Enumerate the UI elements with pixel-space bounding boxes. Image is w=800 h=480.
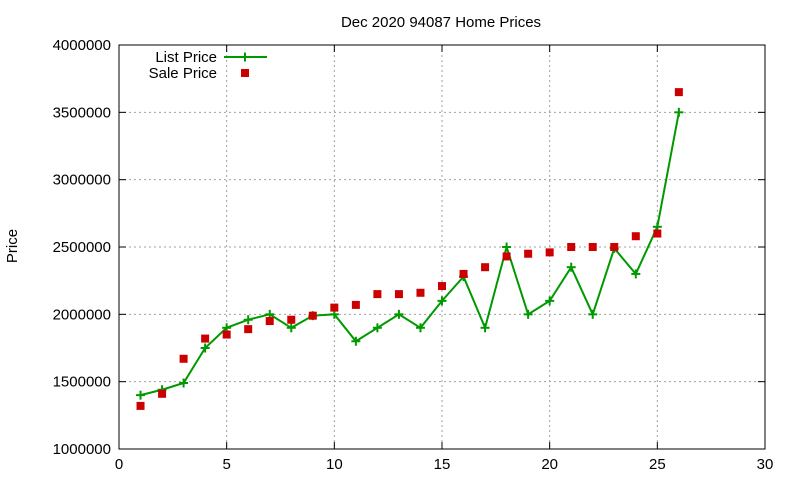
sale-price-point	[674, 88, 683, 97]
list-price-point	[674, 107, 684, 117]
sale-price-point	[588, 243, 597, 251]
x-tick-label: 30	[757, 456, 774, 473]
list-price-point	[545, 296, 555, 306]
y-tick-label: 1500000	[53, 374, 111, 391]
sale-price-point	[502, 252, 511, 261]
sale-price-point	[201, 334, 210, 343]
legend-label: List Price	[155, 49, 217, 66]
list-price-point	[243, 315, 253, 325]
x-tick-label: 15	[434, 456, 451, 473]
sale-price-point	[136, 401, 145, 410]
sale-price-point	[158, 389, 167, 398]
sale-price-point	[524, 249, 533, 258]
list-price-point	[179, 378, 189, 388]
list-price-point	[372, 323, 382, 333]
sale-price-point	[308, 311, 317, 320]
list-price-point	[480, 323, 490, 333]
list-price-point	[394, 309, 404, 319]
list-price-point	[136, 390, 146, 400]
sale-price-point	[653, 229, 662, 238]
sale-price-point	[373, 290, 382, 299]
list-price-point	[286, 323, 296, 333]
list-price-point	[631, 269, 641, 279]
sale-price-point	[567, 243, 576, 251]
plot-frame	[118, 44, 766, 450]
x-tick-label: 0	[115, 456, 123, 473]
y-tick-label: 2000000	[53, 306, 111, 323]
y-axis-label: Price	[4, 229, 21, 263]
series-layer	[136, 88, 684, 410]
sale-price-point	[394, 290, 403, 299]
list-price-point	[588, 309, 598, 319]
x-tick-label: 20	[541, 456, 558, 473]
x-tick-label: 25	[649, 456, 666, 473]
sale-price-point	[244, 325, 253, 334]
sale-price-point	[330, 303, 339, 312]
sale-price-point	[459, 269, 468, 278]
list-price-point	[502, 242, 512, 252]
sale-price-point	[287, 315, 296, 324]
list-price-line	[140, 112, 680, 397]
legend-label: Sale Price	[149, 65, 217, 82]
sale-price-point	[481, 263, 490, 272]
sale-price-point	[265, 317, 274, 326]
sale-price-point	[222, 330, 231, 339]
list-price-point	[437, 296, 447, 306]
list-price-point	[566, 262, 576, 272]
grid-lines	[119, 45, 765, 449]
sale-price-point	[610, 243, 619, 251]
y-tick-label: 2500000	[53, 239, 111, 256]
sale-price-point	[351, 300, 360, 309]
list-price-point	[523, 309, 533, 319]
x-tick-label: 10	[326, 456, 343, 473]
sale-price-point	[631, 232, 640, 241]
list-price-point	[415, 323, 425, 333]
x-tick-label: 5	[222, 456, 230, 473]
chart-title: Dec 2020 94087 Home Prices	[341, 14, 541, 31]
list-price-point	[200, 343, 210, 353]
y-tick-label: 4000000	[53, 37, 111, 54]
y-tick-label: 3000000	[53, 172, 111, 189]
legend-swatch-square	[241, 69, 249, 77]
sale-price-point	[545, 248, 554, 257]
sale-price-point	[438, 282, 446, 291]
sale-price-point	[179, 354, 188, 363]
axis-ticks: 1000000 1500000 2000000 2500000 3000000 35000…	[53, 37, 774, 473]
y-tick-label: 1000000	[53, 441, 111, 458]
sale-price-point	[416, 288, 425, 297]
list-price-point	[351, 336, 361, 346]
y-tick-label: 3500000	[53, 104, 111, 121]
legend-swatch-marker	[240, 52, 250, 62]
